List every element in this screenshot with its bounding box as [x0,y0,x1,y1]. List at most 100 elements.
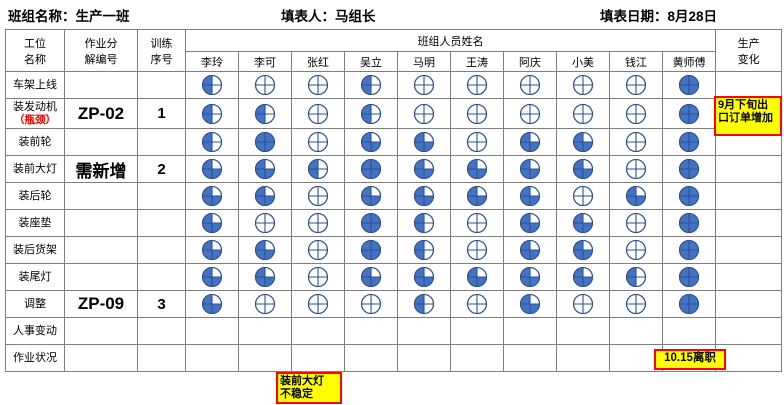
skill-cell[interactable] [344,155,398,183]
training-sequence-cell[interactable] [137,128,186,156]
skill-cell[interactable] [185,236,239,264]
skill-cell[interactable] [609,155,663,183]
production-change-cell[interactable] [715,263,783,291]
production-change-cell[interactable] [715,155,783,183]
skill-cell[interactable] [344,344,398,372]
operation-code-cell[interactable]: 需新增 [64,155,138,183]
skill-cell[interactable] [556,290,610,318]
skill-cell[interactable] [185,128,239,156]
skill-cell[interactable] [185,71,239,99]
training-sequence-cell[interactable] [137,344,186,372]
station-name-cell[interactable]: 装尾灯 [5,263,65,291]
skill-cell[interactable] [238,317,292,345]
skill-cell[interactable] [661,290,717,318]
skill-cell[interactable] [450,290,504,318]
skill-cell[interactable] [238,128,292,156]
operation-code-cell[interactable] [64,236,138,264]
production-change-cell[interactable] [715,236,783,264]
station-name-cell[interactable]: 装前轮 [5,128,65,156]
skill-cell[interactable] [450,263,504,291]
station-name-cell[interactable]: 调整 [5,290,65,318]
skill-cell[interactable] [291,71,345,99]
skill-cell[interactable] [397,263,451,291]
production-change-cell[interactable] [715,209,783,237]
training-sequence-cell[interactable]: 1 [137,98,186,129]
skill-cell[interactable] [185,317,239,345]
station-name-cell[interactable]: 装发动机 （瓶颈） [5,98,65,129]
skill-cell[interactable] [397,290,451,318]
skill-cell[interactable] [344,263,398,291]
training-sequence-cell[interactable]: 2 [137,155,186,183]
skill-cell[interactable] [291,263,345,291]
skill-cell[interactable] [344,317,398,345]
skill-cell[interactable] [609,317,663,345]
skill-cell[interactable] [185,263,239,291]
skill-cell[interactable] [291,209,345,237]
skill-cell[interactable] [291,155,345,183]
skill-cell[interactable] [661,128,717,156]
skill-cell[interactable] [556,344,610,372]
production-change-cell[interactable] [715,290,783,318]
skill-cell[interactable] [397,209,451,237]
skill-cell[interactable] [609,182,663,210]
skill-cell[interactable] [238,290,292,318]
skill-cell[interactable] [185,98,239,129]
skill-cell[interactable] [397,236,451,264]
skill-cell[interactable] [556,98,610,129]
skill-cell[interactable] [503,317,557,345]
skill-cell[interactable] [609,236,663,264]
skill-cell[interactable] [503,128,557,156]
skill-cell[interactable] [556,209,610,237]
skill-cell[interactable] [291,236,345,264]
station-name-cell[interactable]: 装后货架 [5,236,65,264]
training-sequence-cell[interactable] [137,263,186,291]
training-sequence-cell[interactable] [137,236,186,264]
skill-cell[interactable] [450,236,504,264]
skill-cell[interactable] [344,98,398,129]
skill-cell[interactable] [344,71,398,99]
skill-cell[interactable] [503,263,557,291]
station-name-cell[interactable]: 作业状况 [5,344,65,372]
skill-cell[interactable] [291,290,345,318]
production-change-cell[interactable] [715,182,783,210]
skill-cell[interactable] [450,317,504,345]
skill-cell[interactable] [661,209,717,237]
skill-cell[interactable] [503,290,557,318]
skill-cell[interactable] [450,182,504,210]
operation-code-cell[interactable] [64,209,138,237]
skill-cell[interactable] [503,98,557,129]
skill-cell[interactable] [238,344,292,372]
skill-cell[interactable] [661,98,717,129]
skill-cell[interactable] [609,98,663,129]
operation-code-cell[interactable]: ZP-09 [64,290,138,318]
skill-cell[interactable] [503,71,557,99]
skill-cell[interactable] [556,155,610,183]
training-sequence-cell[interactable]: 3 [137,290,186,318]
skill-cell[interactable] [556,182,610,210]
skill-cell[interactable] [397,155,451,183]
operation-code-cell[interactable] [64,344,138,372]
skill-cell[interactable] [397,128,451,156]
skill-cell[interactable] [556,317,610,345]
skill-cell[interactable] [344,128,398,156]
skill-cell[interactable] [609,209,663,237]
skill-cell[interactable] [397,344,451,372]
skill-cell[interactable] [503,155,557,183]
skill-cell[interactable] [238,155,292,183]
skill-cell[interactable] [609,263,663,291]
skill-cell[interactable] [238,182,292,210]
skill-cell[interactable] [397,182,451,210]
skill-cell[interactable] [609,128,663,156]
skill-cell[interactable] [397,98,451,129]
training-sequence-cell[interactable] [137,209,186,237]
skill-cell[interactable] [609,290,663,318]
skill-cell[interactable] [344,182,398,210]
skill-cell[interactable] [397,71,451,99]
training-sequence-cell[interactable] [137,71,186,99]
skill-cell[interactable] [291,344,345,372]
skill-cell[interactable] [661,155,717,183]
station-name-cell[interactable]: 装前大灯 [5,155,65,183]
skill-cell[interactable] [344,290,398,318]
skill-cell[interactable] [238,236,292,264]
skill-cell[interactable] [185,344,239,372]
